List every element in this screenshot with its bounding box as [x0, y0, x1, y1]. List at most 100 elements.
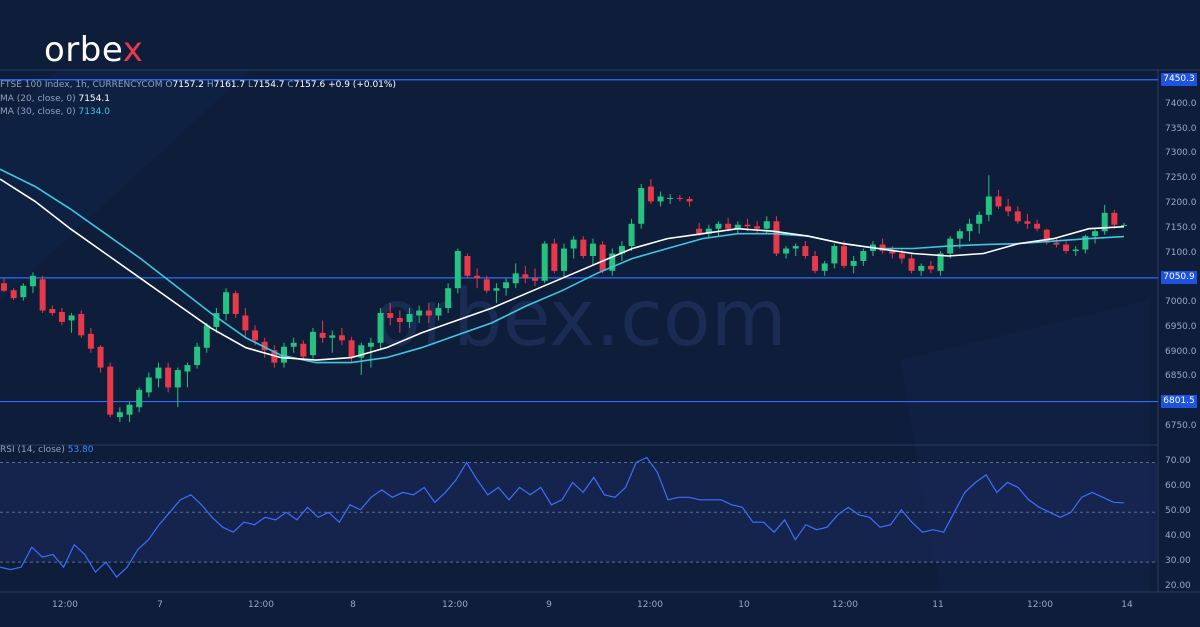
candle-body	[78, 314, 85, 336]
time-tick-label: 12:00	[637, 600, 663, 610]
candle-body	[503, 282, 510, 289]
candle-body	[744, 224, 751, 227]
candle-body	[87, 333, 94, 349]
candle-body	[966, 223, 973, 232]
price-tick-label: 7100.0	[1165, 247, 1197, 258]
candle-body	[290, 342, 297, 347]
candle-body	[155, 367, 162, 379]
candle-body	[1082, 236, 1089, 250]
candle-body	[136, 389, 143, 408]
candle-body	[20, 285, 27, 298]
candle-body	[194, 346, 201, 366]
candle-body	[126, 404, 133, 415]
candle-body	[396, 317, 403, 322]
candle-body	[1024, 221, 1031, 224]
time-tick-label: 12:00	[442, 600, 468, 610]
candle-body	[174, 370, 181, 388]
candle-body	[232, 293, 239, 315]
candle-body	[29, 275, 36, 287]
candle-body	[551, 243, 558, 271]
candle-body	[329, 335, 336, 338]
candle-body	[309, 331, 316, 356]
candle-body	[416, 310, 423, 316]
orbex-logo: orbex	[44, 30, 143, 70]
candle-body	[10, 290, 17, 299]
price-tick-label: 6900.0	[1165, 346, 1197, 357]
ma20-line	[0, 178, 1125, 361]
ma30-line	[0, 168, 1125, 364]
rsi-tick-label: 60.00	[1165, 481, 1191, 492]
candle-body	[1014, 211, 1021, 222]
candle-body	[1043, 229, 1050, 243]
candle-body	[686, 198, 693, 202]
ma30-value: 7134.0	[78, 107, 110, 117]
candle-body	[792, 246, 799, 249]
time-tick-label: 10	[738, 600, 750, 610]
candle-body	[242, 315, 249, 331]
candle-body	[715, 223, 722, 229]
candle-body	[908, 258, 915, 271]
candle-body	[435, 308, 442, 316]
candle-body	[406, 314, 413, 322]
candle-body	[754, 226, 761, 229]
candle-body	[734, 224, 741, 229]
candle-body	[454, 251, 461, 289]
candle-body	[763, 221, 770, 229]
candle-body	[145, 377, 152, 393]
level-price-tag: 7050.9	[1161, 271, 1197, 285]
candle-body	[667, 197, 674, 199]
level-price-tag: 7450.3	[1161, 73, 1197, 87]
candle-body	[1005, 206, 1012, 212]
candle-body	[107, 366, 114, 415]
candle-body	[319, 332, 326, 338]
rsi-value: 53.80	[67, 445, 94, 455]
candle-body	[580, 239, 587, 256]
candle-body	[802, 246, 809, 256]
price-tick-label: 6950.0	[1165, 321, 1197, 332]
candle-body	[609, 253, 616, 271]
candle-body	[358, 345, 365, 358]
candle-body	[532, 278, 539, 281]
high-label: H	[206, 80, 214, 90]
close-value: 7157.6	[293, 80, 326, 90]
time-tick-label: 9	[546, 600, 552, 610]
rsi-tick-label: 20.00	[1165, 581, 1191, 592]
candle-body	[1092, 231, 1099, 237]
candle-body	[638, 188, 645, 224]
candle-body	[860, 251, 867, 261]
candle-body	[203, 325, 210, 348]
candle-body	[705, 228, 712, 234]
level-price-tag: 6801.5	[1161, 395, 1197, 409]
price-tick-label: 6750.0	[1165, 421, 1197, 432]
ohlc-legend: FTSE 100 Index, 1h, CURRENCYCOM O7157.2 …	[0, 80, 396, 90]
open-label: O	[165, 80, 173, 90]
candle-body	[387, 313, 394, 318]
watermark-text: orbex.com	[373, 274, 786, 364]
candle-body	[918, 265, 925, 271]
candle-body	[512, 273, 519, 284]
price-tick-label: 7200.0	[1165, 197, 1197, 208]
candle-body	[956, 231, 963, 239]
candle-body	[300, 343, 307, 357]
candle-body	[58, 312, 65, 322]
candle-body	[445, 288, 452, 309]
candle-body	[570, 239, 577, 249]
time-tick-label: 7	[157, 600, 163, 610]
candle-body	[725, 223, 732, 229]
candle-body	[483, 279, 490, 291]
candle-body	[1034, 223, 1041, 229]
rsi-label: RSI (14, close)	[0, 445, 65, 455]
candle-body	[599, 244, 606, 271]
candle-body	[1121, 224, 1127, 226]
candle-body	[696, 228, 703, 234]
candle-body	[657, 196, 664, 202]
candle-body	[377, 313, 384, 343]
ma20-label: MA (20, close, 0)	[0, 94, 76, 104]
candle-body	[348, 340, 355, 358]
price-tick-label: 6850.0	[1165, 371, 1197, 382]
candle-body	[812, 255, 819, 271]
candle-body	[995, 196, 1002, 207]
rsi-tick-label: 30.00	[1165, 556, 1191, 567]
candle-body	[898, 253, 905, 259]
